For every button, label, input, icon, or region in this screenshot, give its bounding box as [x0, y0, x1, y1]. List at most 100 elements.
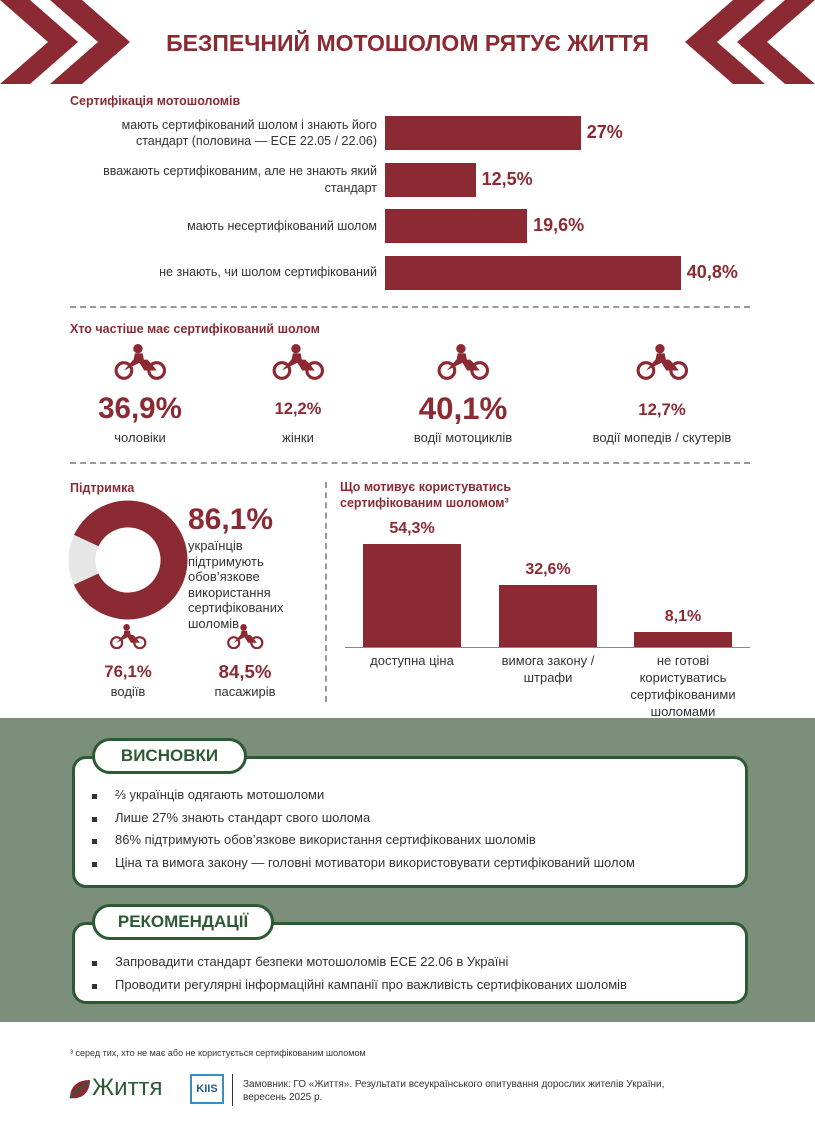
bullet — [92, 816, 97, 822]
rider-body — [455, 353, 467, 362]
bar — [385, 116, 581, 150]
bullet — [92, 984, 97, 989]
wheel — [636, 361, 655, 380]
rider-body — [654, 353, 666, 362]
category-label: мають несертифікований шолом — [187, 218, 377, 233]
wheel — [226, 636, 241, 650]
footnote: ³ серед тих, хто не має або не користуєт… — [70, 1048, 366, 1058]
conclusions-tag: ВИСНОВКИ — [92, 738, 247, 774]
motorcycle-icon — [636, 344, 688, 380]
stat-value: 40,1% — [418, 391, 508, 427]
bar — [634, 631, 732, 647]
leaf-icon — [69, 1080, 90, 1099]
rider-body — [123, 630, 131, 637]
value-label: 19,6% — [533, 215, 585, 235]
divider — [70, 462, 750, 464]
page-title: БЕЗПЕЧНИЙ МОТОШОЛОМ РЯТУЄ ЖИТТЯ — [166, 30, 649, 56]
list-item: Запровадити стандарт безпеки мотошоломів… — [115, 954, 509, 969]
rider-head — [290, 344, 301, 354]
category-label: не знають, чи шолом сертифікований — [159, 265, 377, 280]
body — [281, 359, 315, 371]
value-label: 54,3% — [389, 519, 435, 537]
conclusions-box — [72, 756, 748, 888]
motorcycle-icon — [226, 624, 264, 650]
motorcycle-icon — [272, 344, 324, 380]
motorcycle-icon — [114, 344, 166, 380]
stat-label: водіїв — [110, 684, 146, 699]
bar — [385, 162, 476, 197]
bullet — [92, 961, 97, 966]
rider-body — [290, 353, 302, 362]
divider — [70, 306, 750, 308]
value-label: 40,8% — [686, 261, 738, 282]
section-title: Що мотивує користуватись сертифікованим … — [340, 480, 512, 510]
donut-text: українців підтримують обов’язкове викори… — [188, 538, 284, 631]
body — [645, 359, 679, 371]
list-item: ⅔ українців одягають мотошоломи — [115, 787, 325, 802]
list-item: Проводити регулярні інформаційні кампані… — [115, 977, 627, 992]
bullet — [92, 839, 97, 845]
body — [233, 634, 257, 643]
donut — [68, 500, 188, 620]
stat-label: пасажирів — [214, 684, 276, 699]
body — [123, 359, 157, 371]
rider-body — [240, 630, 248, 637]
value-label: 27% — [586, 122, 623, 142]
bar — [499, 585, 597, 647]
separator — [232, 1074, 233, 1106]
category-label: не готові користуватись сертифікованими … — [630, 653, 736, 719]
rider-head — [455, 344, 466, 354]
wheel — [132, 636, 147, 650]
section-title: Сертифікація мотошоломів — [70, 94, 241, 108]
list-item: Лише 27% знають стандарт свого шолома — [115, 809, 371, 825]
wheel — [114, 361, 133, 380]
wheel — [437, 361, 456, 380]
category-label: доступна ціна — [370, 653, 454, 668]
bar — [385, 255, 681, 290]
stat-label: водії мотоциклів — [413, 430, 513, 445]
stat-label: чоловіки — [114, 430, 166, 445]
value-label: 32,6% — [525, 561, 571, 579]
stat-value: 76,1% — [104, 661, 152, 681]
logo-kiis: KIIS — [190, 1074, 224, 1104]
rider-head — [123, 624, 130, 631]
section-title: Підтримка — [70, 481, 135, 495]
bar — [363, 543, 461, 647]
bar — [385, 209, 528, 243]
list-item: Ціна та вимога закону — головні мотивато… — [115, 855, 635, 871]
body — [116, 634, 140, 643]
body — [446, 359, 480, 371]
category-label: вимога закону / штрафи — [501, 653, 595, 685]
stat-label: водії мопедів / скутерів — [592, 430, 732, 445]
rider-head — [240, 624, 247, 631]
value-label: 12,5% — [481, 168, 533, 189]
divider — [325, 482, 327, 702]
list-item: 86% підтримують обов’язкове використання… — [115, 832, 536, 848]
baseline — [345, 647, 750, 648]
stat-value: 12,7% — [638, 399, 686, 419]
bullet — [92, 794, 97, 799]
stat-label: жінки — [282, 430, 314, 445]
bullet — [92, 862, 97, 868]
rider-body — [132, 353, 144, 362]
motorcycle-icon — [437, 344, 489, 380]
footer-text: Замовник: ГО «Життя». Результати всеукра… — [243, 1079, 665, 1103]
stat-value: 84,5% — [218, 660, 272, 682]
rider-head — [654, 344, 665, 354]
rider-head — [132, 344, 143, 354]
logo: Життя — [92, 1074, 163, 1101]
category-label: мають сертифікований шолом і знають його… — [121, 117, 377, 148]
motorcycle-icon — [109, 624, 147, 650]
header-decoration — [0, 0, 815, 84]
wheel — [272, 361, 291, 380]
stat-value: 36,9% — [98, 392, 182, 426]
value-label: 8,1% — [664, 607, 702, 625]
wheel — [249, 636, 264, 650]
category-label: вважають сертифікованим, але не знають я… — [103, 164, 377, 195]
recommendations-tag: РЕКОМЕНДАЦІЇ — [92, 904, 274, 940]
donut-value: 86,1% — [188, 503, 274, 536]
section-title: Хто частіше має сертифікований шолом — [70, 322, 320, 336]
wheel — [109, 636, 124, 650]
stat-value: 12,2% — [274, 400, 322, 419]
